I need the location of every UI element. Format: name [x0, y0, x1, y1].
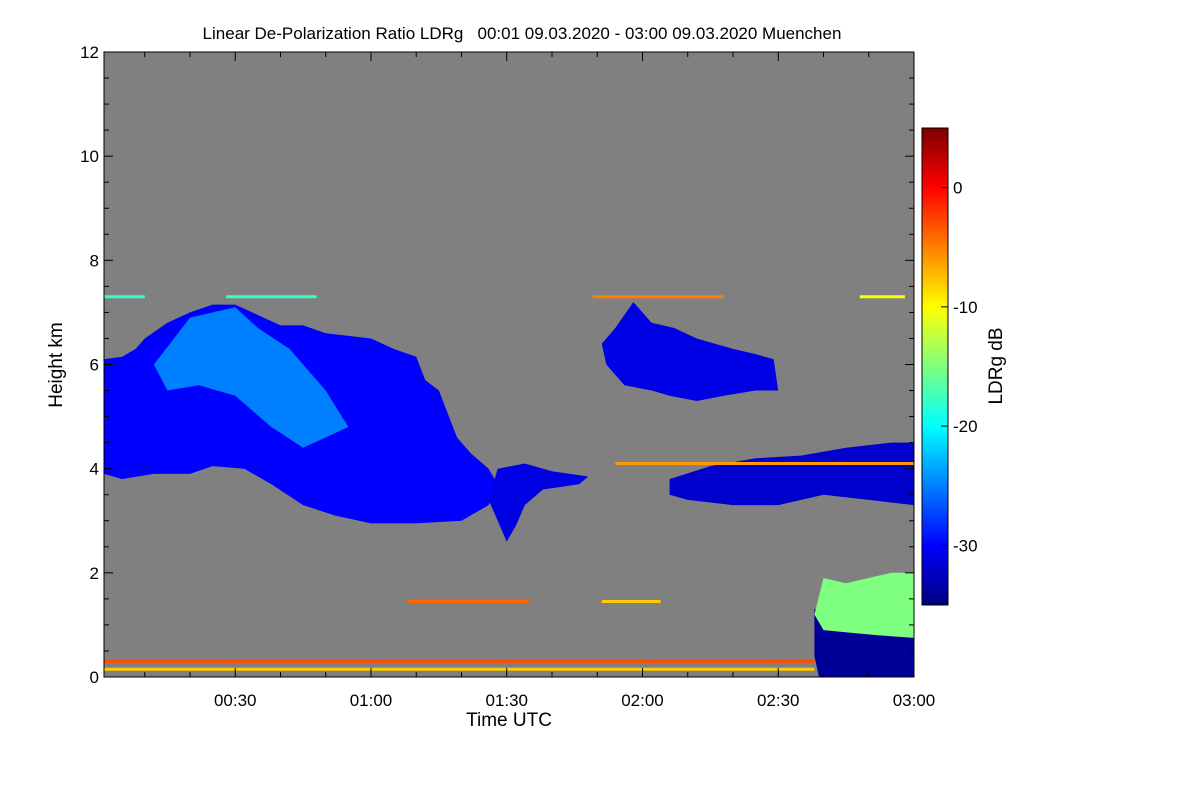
x-tick-label: 01:00 [350, 691, 393, 710]
y-tick-label: 2 [90, 564, 99, 583]
x-tick-label: 02:30 [757, 691, 800, 710]
y-tick-label: 8 [90, 251, 99, 270]
chart-title: Linear De-Polarization Ratio LDRg 00:01 … [203, 24, 842, 43]
y-tick-label: 6 [90, 356, 99, 375]
data-regions [104, 302, 914, 677]
y-tick-label: 12 [80, 43, 99, 62]
colorbar-tick-label: -10 [953, 298, 978, 317]
x-tick-label: 02:00 [621, 691, 664, 710]
region-boundary-layer-top [814, 572, 914, 638]
colorbar-tick-label: 0 [953, 179, 962, 198]
y-axis-ticks: 0 2 4 6 8 10 12 [80, 43, 914, 687]
y-tick-label: 4 [90, 460, 99, 479]
x-axis-label: Time UTC [466, 710, 552, 731]
y-tick-label: 0 [90, 668, 99, 687]
x-tick-label: 03:00 [893, 691, 936, 710]
region-layer-4km-east [669, 442, 914, 506]
y-axis-label: Height km [46, 322, 67, 408]
x-tick-label: 01:30 [485, 691, 528, 710]
y-tick-label: 10 [80, 147, 99, 166]
region-midlevel-cloud [601, 302, 779, 401]
data-bands [104, 295, 914, 671]
colorbar-ticks: 0 -10 -20 -30 [941, 179, 978, 555]
x-tick-label: 00:30 [214, 691, 257, 710]
colorbar [921, 127, 949, 606]
colorbar-tick-label: -30 [953, 536, 978, 555]
colorbar-label: LDRg dB [986, 327, 1007, 404]
region-layer-4km-west [488, 463, 589, 542]
colorbar-tick-label: -20 [953, 417, 978, 436]
region-cirrus-streaks [153, 307, 349, 448]
x-axis-ticks: 00:30 01:00 01:30 02:00 02:30 03:00 [144, 52, 936, 710]
